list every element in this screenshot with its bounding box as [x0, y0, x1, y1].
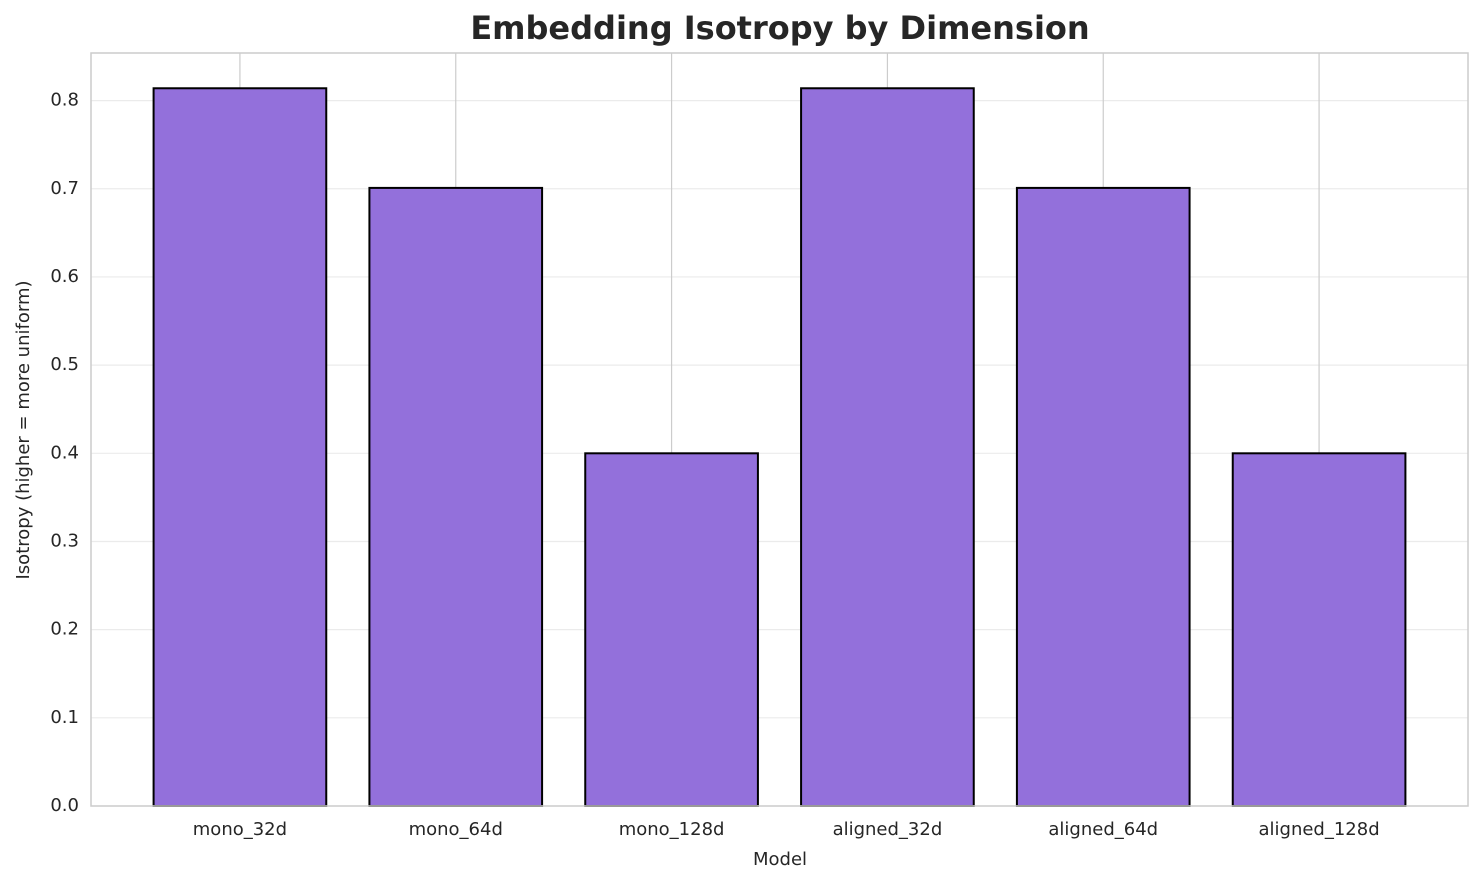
y-tick-label: 0.0: [50, 795, 79, 816]
x-tick-label: mono_64d: [409, 819, 503, 840]
bar: [584, 452, 759, 807]
bar: [1015, 186, 1191, 807]
y-tick-label: 0.1: [50, 707, 79, 728]
y-tick-label: 0.2: [50, 619, 79, 640]
bar: [800, 87, 975, 807]
bar: [152, 87, 328, 807]
y-tick-label: 0.8: [50, 90, 79, 111]
x-tick-label: aligned_64d: [1048, 819, 1158, 840]
y-axis-label: Isotropy (higher = more uniform): [13, 281, 34, 580]
y-tick-label: 0.6: [50, 266, 79, 287]
x-tick-label: mono_32d: [193, 819, 287, 840]
x-tick-label: aligned_128d: [1258, 819, 1379, 840]
chart-title: Embedding Isotropy by Dimension: [470, 9, 1089, 47]
y-tick-label: 0.7: [50, 178, 79, 199]
y-tick-label: 0.4: [50, 442, 79, 463]
x-tick-label: aligned_32d: [833, 819, 943, 840]
y-tick-label: 0.5: [50, 354, 79, 375]
y-tick-label: 0.3: [50, 530, 79, 551]
bar: [1231, 452, 1407, 807]
bar: [368, 186, 544, 807]
x-tick-label: mono_128d: [619, 819, 725, 840]
plot-frame: [90, 52, 1469, 807]
x-axis-label: Model: [753, 849, 807, 870]
